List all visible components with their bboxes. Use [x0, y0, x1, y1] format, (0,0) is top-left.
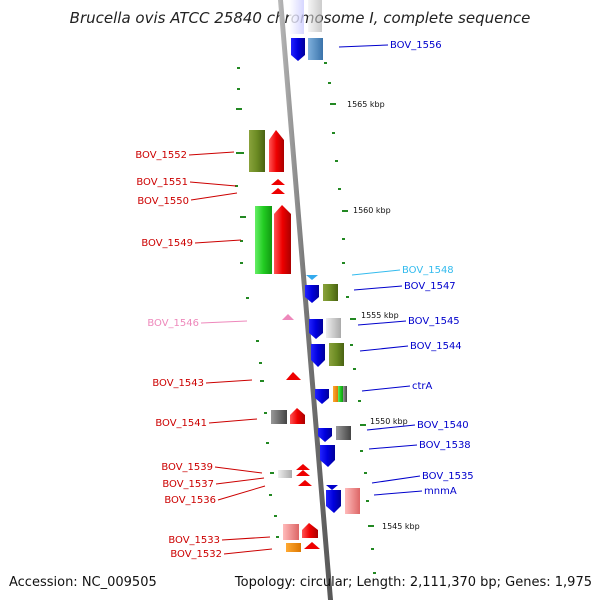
label-bov-1536[interactable]: BOV_1536 [164, 495, 216, 506]
scale-label-1550: 1550 kbp [370, 417, 408, 426]
gene-ctra-c[interactable] [338, 386, 343, 402]
gene-bov-1539-a[interactable] [278, 470, 292, 478]
ruler-right [324, 62, 376, 574]
gene-ctra-b[interactable] [333, 386, 338, 402]
gene-bov-1532-b[interactable] [304, 542, 320, 549]
gene-bov-1543[interactable] [286, 372, 301, 380]
gene-bov-1544-a[interactable] [311, 344, 325, 367]
scale-label-1565: 1565 kbp [347, 100, 385, 109]
label-bov-1547[interactable]: BOV_1547 [404, 281, 456, 292]
label-bov-1540[interactable]: BOV_1540 [417, 420, 469, 431]
gene-bov-1545-a[interactable] [309, 319, 323, 339]
label-bov-1556[interactable]: BOV_1556 [390, 40, 442, 51]
label-bov-1532[interactable]: BOV_1532 [170, 549, 222, 560]
gene-bov-1556-a[interactable] [291, 38, 305, 61]
gene-mnma-a[interactable] [326, 490, 341, 513]
label-bov-1533[interactable]: BOV_1533 [168, 535, 220, 546]
ruler-left [235, 67, 279, 538]
scale-label-1560: 1560 kbp [353, 206, 391, 215]
gene-bov-1547-b[interactable] [323, 284, 338, 301]
gene-bov-1550[interactable] [271, 188, 285, 194]
label-bov-1544[interactable]: BOV_1544 [410, 341, 462, 352]
leaders-left [188, 151, 273, 555]
gene-bov-1535[interactable] [326, 485, 338, 490]
gene-bov-1547-a[interactable] [305, 285, 319, 303]
gene-bov-1546[interactable] [282, 314, 294, 320]
gene-bov-1541-a[interactable] [271, 410, 287, 424]
label-bov-1538[interactable]: BOV_1538 [419, 440, 471, 451]
gene-bov-1537[interactable] [296, 470, 310, 476]
gene-bov-1552-b[interactable] [269, 130, 284, 172]
gene-bov-1533-a[interactable] [283, 524, 299, 540]
label-bov-1539[interactable]: BOV_1539 [161, 462, 213, 473]
genes-left-strand [249, 130, 320, 552]
leaders-right [338, 44, 423, 496]
label-bov-1550[interactable]: BOV_1550 [137, 196, 189, 207]
gene-bov-1538[interactable] [320, 445, 335, 467]
gene-bov-1533-b[interactable] [302, 523, 318, 538]
label-bov-1551[interactable]: BOV_1551 [136, 177, 188, 188]
label-bov-1543[interactable]: BOV_1543 [152, 378, 204, 389]
gene-bov-1544-b[interactable] [329, 343, 344, 366]
gene-bov-1532-a[interactable] [286, 543, 301, 552]
topology-text: Topology: circular; Length: 2,111,370 bp… [234, 575, 592, 590]
gene-bov-1545-b[interactable] [326, 318, 341, 338]
gene-bov-1536[interactable] [298, 480, 312, 486]
gene-bov-1556-b[interactable] [308, 38, 323, 60]
scale-label-1545: 1545 kbp [382, 522, 420, 531]
label-bov-1546[interactable]: BOV_1546 [147, 318, 199, 329]
gene-bov-1552-a[interactable] [249, 130, 265, 172]
chromosome-backbone [278, 0, 333, 600]
accession-text: Accession: NC_009505 [9, 575, 157, 590]
genes-right-strand [289, 0, 360, 514]
label-bov-1535[interactable]: BOV_1535 [422, 471, 474, 482]
gene-bov-1539-b[interactable] [296, 464, 310, 470]
label-bov-1537[interactable]: BOV_1537 [162, 479, 214, 490]
scale-label-1555: 1555 kbp [361, 311, 399, 320]
gene-bov-1541-b[interactable] [290, 408, 305, 424]
label-bov-1552[interactable]: BOV_1552 [135, 150, 187, 161]
label-bov-1541[interactable]: BOV_1541 [155, 418, 207, 429]
gene-bov-1540-b[interactable] [336, 426, 351, 440]
gene-bov-1551[interactable] [271, 179, 285, 185]
gene-bov-1540-a[interactable] [318, 428, 332, 442]
gene-bov-1549-b[interactable] [274, 205, 291, 274]
gene-bov-1549-a[interactable] [255, 206, 272, 274]
label-bov-1549[interactable]: BOV_1549 [141, 238, 193, 249]
label-ctra[interactable]: ctrA [412, 381, 433, 392]
gene-mnma-b[interactable] [345, 488, 360, 514]
label-mnma[interactable]: mnmA [424, 486, 457, 497]
label-bov-1545[interactable]: BOV_1545 [408, 316, 460, 327]
gene-ctra-a[interactable] [315, 389, 329, 404]
gene-bov-1548[interactable] [306, 275, 318, 280]
label-bov-1548[interactable]: BOV_1548 [402, 265, 454, 276]
gene-ctra-d[interactable] [343, 386, 347, 402]
